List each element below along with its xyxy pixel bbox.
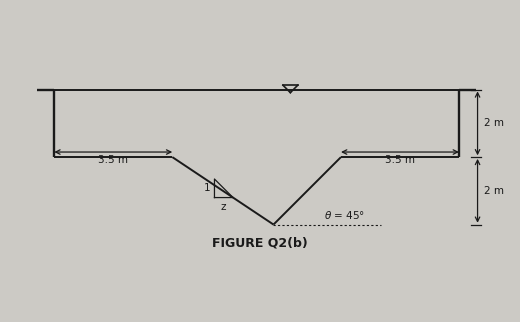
Text: 2 m: 2 m bbox=[484, 118, 504, 128]
Text: z: z bbox=[221, 202, 227, 212]
Text: 3.5 m: 3.5 m bbox=[98, 155, 128, 165]
Text: 1: 1 bbox=[204, 183, 211, 193]
Text: 2 m: 2 m bbox=[484, 186, 504, 196]
Text: FIGURE Q2(b): FIGURE Q2(b) bbox=[212, 236, 308, 249]
Text: $\theta$ = 45°: $\theta$ = 45° bbox=[324, 209, 365, 221]
Text: 3.5 m: 3.5 m bbox=[385, 155, 415, 165]
